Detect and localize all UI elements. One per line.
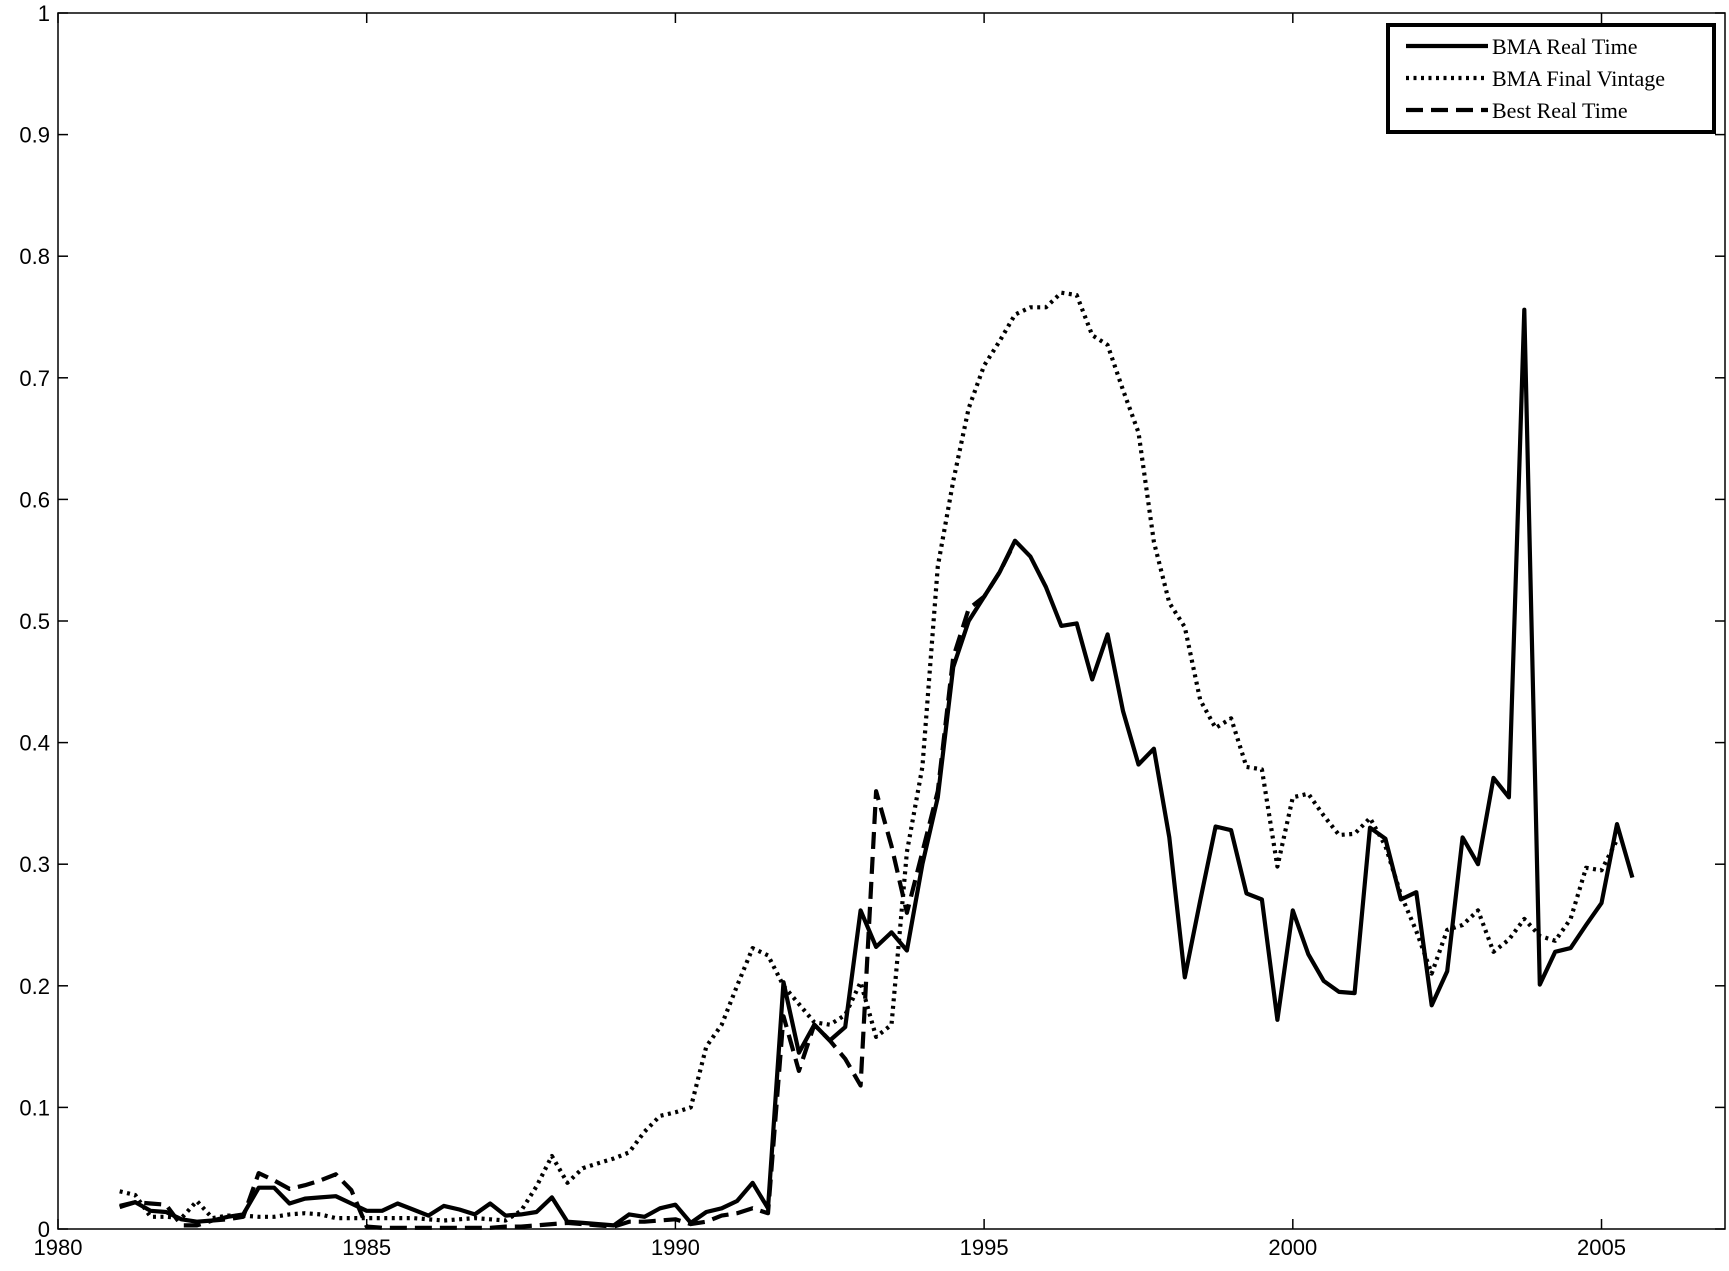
series-line-bma-final-vintage [119,290,1619,1223]
y-tick-label: 0.2 [19,974,50,999]
y-tick-label: 0.3 [19,852,50,877]
y-tick-label: 0.7 [19,366,50,391]
x-tick-label: 1990 [651,1235,700,1260]
legend-label: BMA Final Vintage [1492,66,1665,91]
y-tick-label: 1 [38,1,50,26]
legend-label: BMA Real Time [1492,34,1637,59]
legend: BMA Real Time BMA Final Vintage Best Real … [1386,23,1716,134]
y-tick-label: 0.4 [19,731,50,756]
legend-box [1386,23,1716,134]
y-tick-label: 0 [38,1217,50,1242]
series-line-bma-real-time [119,307,1635,1228]
x-tick-label: 1985 [342,1235,391,1260]
y-tick-label: 0.5 [19,609,50,634]
x-tick-label: 1980 [34,1235,83,1260]
y-tick-label: 0.1 [19,1095,50,1120]
y-tick-label: 0.8 [19,244,50,269]
series-layer [119,290,1635,1230]
legend-label: Best Real Time [1492,98,1628,123]
y-tick-label: 0.9 [19,123,50,148]
axes-layer: 1980 1985 1990 1995 2000 2005 0 0.1 0.2 0.3 0.4 0.5… [19,1,1726,1260]
y-tick-label: 0.6 [19,487,50,512]
x-tick-label: 1995 [960,1235,1009,1260]
x-tick-label: 2005 [1577,1235,1626,1260]
x-tick-label: 2000 [1268,1235,1317,1260]
